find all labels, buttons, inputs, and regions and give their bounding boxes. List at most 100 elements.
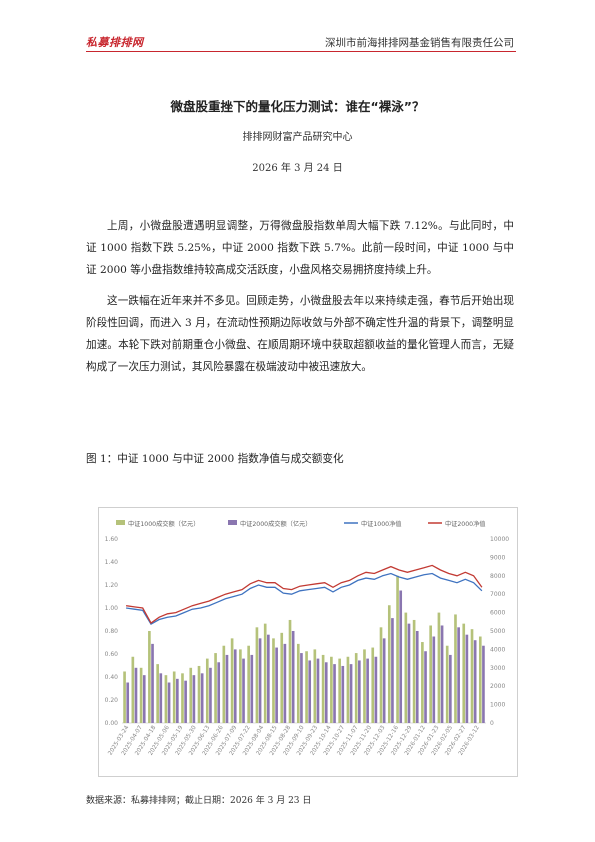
bar-vol-2000 bbox=[275, 647, 278, 723]
y-left-tick-label: 1.40 bbox=[105, 559, 119, 566]
body-paragraph: 上周，小微盘股遭遇明显调整，万得微盘股指数单周大幅下跌 7.12%。与此同时，中… bbox=[86, 220, 514, 276]
bar-vol-2000 bbox=[242, 658, 245, 723]
bar-vol-2000 bbox=[341, 665, 345, 723]
bar-vol-2000 bbox=[333, 664, 336, 723]
bar-vol-1000 bbox=[330, 656, 333, 723]
bar-vol-2000 bbox=[324, 662, 328, 723]
y-right-tick-label: 1000 bbox=[490, 702, 505, 709]
y-right-tick-label: 7000 bbox=[490, 591, 505, 598]
bar-vol-1000 bbox=[288, 619, 292, 723]
y-right-tick-label: 5000 bbox=[490, 628, 505, 635]
article-date: 2026 年 3 月 24 日 bbox=[252, 163, 343, 174]
bar-vol-2000 bbox=[382, 638, 386, 723]
bar-vol-2000 bbox=[407, 623, 411, 723]
bar-vol-2000 bbox=[176, 678, 179, 723]
y-left-tick-label: 1.60 bbox=[105, 536, 119, 543]
bar-vol-2000 bbox=[457, 627, 460, 723]
y-right-tick-label: 8000 bbox=[490, 573, 505, 580]
bar-vol-1000 bbox=[123, 671, 126, 723]
line-nav-2000 bbox=[126, 564, 483, 624]
bar-vol-1000 bbox=[148, 631, 151, 723]
bar-vol-2000 bbox=[432, 636, 436, 723]
bar-vol-1000 bbox=[396, 575, 399, 723]
bar-vol-1000 bbox=[454, 614, 457, 723]
bar-vol-1000 bbox=[338, 658, 341, 723]
bar-vol-2000 bbox=[233, 649, 237, 723]
bar-vol-2000 bbox=[142, 675, 146, 723]
bar-vol-1000 bbox=[387, 605, 391, 723]
bar-vol-1000 bbox=[230, 638, 234, 723]
index-chart: 中证1000成交额（亿元） 中证2000成交额（亿元） 中证1000净值 中证2000… bbox=[98, 507, 518, 777]
bar-vol-2000 bbox=[424, 651, 427, 723]
y-right-tick-label: 0 bbox=[490, 720, 494, 727]
bar-vol-1000 bbox=[462, 623, 466, 723]
bar-vol-1000 bbox=[371, 647, 375, 723]
bar-vol-1000 bbox=[346, 656, 350, 723]
bar-vol-1000 bbox=[363, 649, 366, 723]
bar-vol-2000 bbox=[415, 631, 419, 723]
bar-vol-2000 bbox=[267, 634, 270, 723]
bar-vol-1000 bbox=[197, 665, 201, 723]
y-left-tick-label: 1.20 bbox=[105, 582, 119, 589]
bar-vol-1000 bbox=[421, 642, 424, 723]
y-right-tick-label: 2000 bbox=[490, 683, 505, 690]
header-rule bbox=[86, 51, 516, 52]
bar-vol-1000 bbox=[478, 636, 482, 723]
bar-vol-1000 bbox=[205, 658, 209, 723]
bar-vol-1000 bbox=[214, 653, 217, 723]
bar-vol-2000 bbox=[209, 667, 212, 723]
bar-vol-2000 bbox=[465, 634, 469, 723]
bar-vol-1000 bbox=[354, 653, 358, 723]
bar-vol-1000 bbox=[131, 656, 135, 723]
bar-vol-1000 bbox=[272, 638, 275, 723]
bar-vol-1000 bbox=[189, 667, 193, 723]
bar-vol-1000 bbox=[437, 612, 441, 723]
bar-vol-1000 bbox=[139, 667, 143, 723]
chart-frame bbox=[98, 507, 518, 777]
bar-vol-1000 bbox=[305, 651, 308, 723]
article-title: 微盘股重挫下的量化压力测试：谁在“裸泳”？ bbox=[170, 99, 425, 114]
bar-vol-2000 bbox=[159, 673, 163, 723]
y-right-tick-label: 4000 bbox=[490, 646, 505, 653]
bar-vol-2000 bbox=[200, 673, 204, 723]
bar-vol-1000 bbox=[222, 645, 226, 723]
bar-vol-2000 bbox=[399, 590, 403, 723]
bar-vol-2000 bbox=[374, 656, 378, 723]
y-right-tick-label: 9000 bbox=[490, 554, 505, 561]
line-nav-1000 bbox=[126, 572, 483, 625]
bar-vol-2000 bbox=[167, 682, 171, 723]
bar-vol-2000 bbox=[440, 625, 444, 723]
bar-vol-1000 bbox=[263, 623, 267, 723]
bar-vol-2000 bbox=[482, 645, 485, 723]
y-left-tick-label: 1.00 bbox=[105, 605, 119, 612]
y-left-tick-label: 0.20 bbox=[105, 697, 119, 704]
bar-vol-2000 bbox=[308, 660, 312, 723]
article-author: 排排网财富产品研究中心 bbox=[242, 132, 353, 143]
y-left-tick-label: 0.40 bbox=[105, 674, 119, 681]
bar-vol-2000 bbox=[134, 667, 138, 723]
body-paragraph: 这一跌幅在近年来并不多见。回顾走势，小微盘股去年以来持续走强，春节后开始出现阶段… bbox=[86, 295, 514, 373]
bar-vol-2000 bbox=[391, 618, 394, 723]
bar-vol-2000 bbox=[283, 643, 287, 723]
bar-vol-1000 bbox=[255, 627, 259, 723]
figure-caption: 图 1：中证 1000 与中证 2000 指数净值与成交额变化 bbox=[86, 453, 344, 465]
bar-vol-1000 bbox=[313, 649, 317, 723]
bar-vol-1000 bbox=[172, 671, 176, 723]
bar-vol-2000 bbox=[126, 682, 130, 723]
bar-vol-1000 bbox=[181, 673, 184, 723]
bar-vol-1000 bbox=[239, 649, 242, 723]
y-left-tick-label: 0.60 bbox=[105, 651, 119, 658]
brand-logo: 私募排排网 bbox=[86, 36, 144, 49]
bar-vol-1000 bbox=[247, 645, 250, 723]
bar-vol-1000 bbox=[404, 612, 408, 723]
bar-vol-1000 bbox=[412, 619, 416, 723]
bar-vol-2000 bbox=[192, 675, 196, 723]
bar-vol-2000 bbox=[449, 654, 452, 723]
chart-svg: 中证1000成交额（亿元） 中证2000成交额（亿元） 中证1000净值 中证2000… bbox=[98, 507, 518, 777]
y-right-tick-label: 10000 bbox=[490, 536, 509, 543]
bar-vol-2000 bbox=[184, 680, 187, 723]
bar-vol-2000 bbox=[258, 638, 262, 723]
bar-vol-1000 bbox=[296, 643, 300, 723]
legend-swatch bbox=[116, 520, 125, 525]
bar-vol-2000 bbox=[250, 654, 254, 723]
